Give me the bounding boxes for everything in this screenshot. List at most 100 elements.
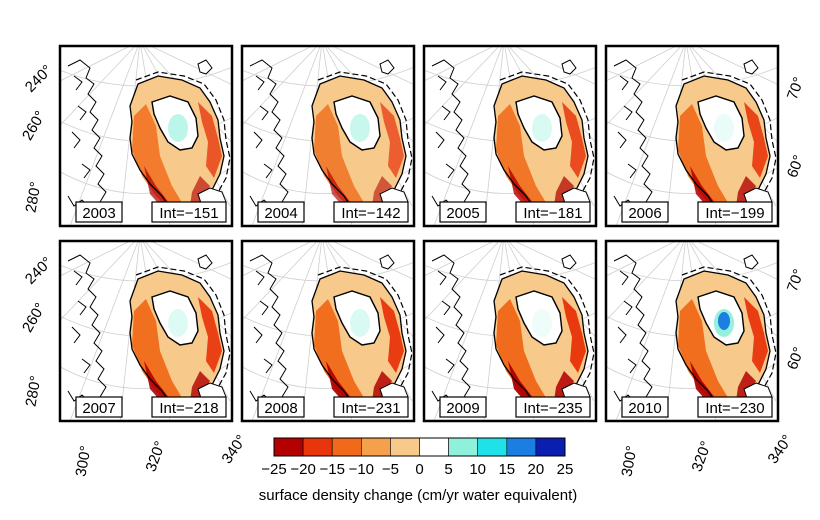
mass-change-field <box>744 297 768 373</box>
colorbar-bin <box>506 437 537 457</box>
colorbar-tick-label: 15 <box>498 461 515 478</box>
mass-gain-zone <box>714 114 734 142</box>
bottom-lon-label: 320° <box>688 439 715 474</box>
mass-change-field <box>562 297 586 373</box>
svalbard-outline <box>743 254 759 270</box>
bottom-axis-left: 300° 320° 340° <box>73 432 251 478</box>
left-lon-label: 240° <box>22 254 56 288</box>
map-panel: 2006 Int=−199 <box>604 44 780 228</box>
integral-label: Int=−218 <box>159 400 218 417</box>
colorbar-tick-label: −5 <box>382 461 399 478</box>
colorbar-tick-label: 10 <box>469 461 486 478</box>
mass-change-field <box>554 371 574 401</box>
mass-gain-zone <box>532 114 552 142</box>
panel-frame <box>422 239 598 423</box>
integral-label: Int=−235 <box>523 400 582 417</box>
mass-change-field <box>554 176 574 206</box>
bottom-lon-label: 340° <box>764 432 796 467</box>
panel-frame <box>58 44 234 228</box>
year-label: 2010 <box>628 400 661 417</box>
mass-change-field <box>198 102 222 178</box>
year-label: 2004 <box>264 205 297 222</box>
year-label-box <box>257 201 305 223</box>
mass-change-field <box>198 297 222 373</box>
mass-change-field <box>372 371 392 401</box>
year-label: 2006 <box>628 205 661 222</box>
colorbar-bin <box>477 437 508 457</box>
mass-change-field <box>190 176 210 206</box>
mass-gain-zone <box>350 114 370 142</box>
integral-label: Int=−199 <box>705 205 764 222</box>
mass-change-field <box>132 104 184 212</box>
right-lat-label: 70° <box>784 75 808 102</box>
integral-label: Int=−151 <box>159 205 218 222</box>
integral-label-box <box>151 396 227 418</box>
svalbard-outline <box>379 254 395 270</box>
year-label: 2003 <box>82 205 115 222</box>
year-label-box <box>75 396 123 418</box>
left-lon-label: 280° <box>23 374 45 408</box>
colorbar-tick-label: 20 <box>528 461 545 478</box>
svalbard-outline <box>197 254 213 270</box>
left-axis-bottom-row: 240° 260° 280° <box>19 254 56 408</box>
mass-gain-zone <box>168 114 188 142</box>
mass-change-field <box>190 371 210 401</box>
integral-label-box <box>697 396 773 418</box>
mass-change-field <box>314 299 366 407</box>
integral-label-box <box>333 396 409 418</box>
colorbar-bin <box>302 437 333 457</box>
year-label-box <box>257 396 305 418</box>
left-lon-label: 260° <box>19 300 49 335</box>
svalbard-outline <box>561 254 577 270</box>
svalbard-outline <box>743 59 759 75</box>
year-label-box <box>439 201 487 223</box>
bottom-lon-label: 300° <box>73 444 95 478</box>
mass-change-field <box>736 176 756 206</box>
left-lon-label: 240° <box>22 62 56 96</box>
integral-label-box <box>515 201 591 223</box>
map-panel: 2005 Int=−181 <box>422 44 598 228</box>
bottom-axis-right: 300° 320° 340° <box>619 432 797 478</box>
colorbar: −25 −20 −15 −10 −5 0 5 10 15 20 25 <box>261 437 573 478</box>
map-panel: 2003 Int=−151 <box>58 44 234 228</box>
year-label-box <box>621 396 669 418</box>
integral-label-box <box>697 201 773 223</box>
integral-label: Int=−230 <box>705 400 764 417</box>
colorbar-bin <box>331 437 362 457</box>
svalbard-outline <box>379 59 395 75</box>
panel-frame <box>604 44 780 228</box>
panel-frame <box>240 239 416 423</box>
year-label-box <box>439 396 487 418</box>
mass-gain-zone <box>168 309 188 337</box>
colorbar-tick-label: −10 <box>349 461 374 478</box>
colorbar-frame <box>273 437 566 457</box>
year-label-box <box>621 201 669 223</box>
mass-change-field <box>496 299 548 407</box>
colorbar-tick-label: −20 <box>290 461 315 478</box>
year-label: 2005 <box>446 205 479 222</box>
panel-frame <box>604 239 780 423</box>
mass-change-field <box>744 102 768 178</box>
colorbar-tick-label: 5 <box>444 461 452 478</box>
right-lat-label: 70° <box>784 267 808 294</box>
integral-label: Int=−181 <box>523 205 582 222</box>
svalbard-outline <box>561 59 577 75</box>
mass-change-field <box>562 102 586 178</box>
bottom-lon-label: 340° <box>218 432 250 467</box>
bottom-lon-label: 320° <box>142 439 169 474</box>
integral-label-box <box>515 396 591 418</box>
mass-change-field <box>380 297 404 373</box>
map-panel: 2004 Int=−142 <box>240 44 416 228</box>
colorbar-bin <box>273 437 304 457</box>
colorbar-label: surface density change (cm/yr water equi… <box>259 487 577 504</box>
left-lon-label: 260° <box>19 108 49 143</box>
right-lat-label: 60° <box>784 345 808 372</box>
right-axis-bottom-row: 70° 60° <box>784 267 808 372</box>
mass-change-field <box>380 102 404 178</box>
year-label: 2007 <box>82 400 115 417</box>
left-axis-top-row: 240° 260° 280° <box>19 62 56 214</box>
year-label: 2008 <box>264 400 297 417</box>
mass-change-field <box>678 299 730 407</box>
mass-gain-zone <box>350 309 370 337</box>
